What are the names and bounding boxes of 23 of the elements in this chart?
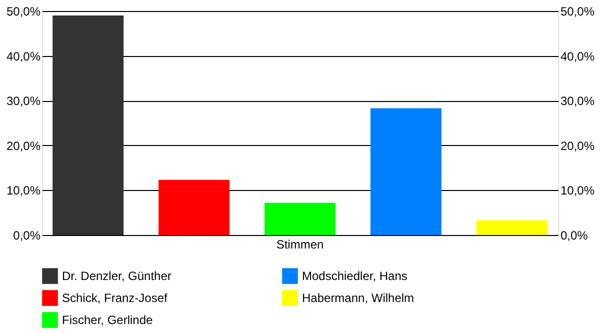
text: 10,0% bbox=[560, 184, 595, 198]
text: 0,0% bbox=[560, 228, 588, 242]
text: 20,0% bbox=[560, 138, 595, 153]
y-tick-label: 50,0% bbox=[6, 4, 41, 18]
y-tick-label: 20,0% bbox=[6, 138, 41, 153]
text: 40,0% bbox=[560, 49, 595, 64]
y-tick-label: 10,0% bbox=[6, 184, 41, 198]
bar bbox=[476, 220, 548, 235]
bar bbox=[264, 202, 336, 235]
text: 50,0% bbox=[560, 4, 595, 18]
text: 30,0% bbox=[560, 94, 595, 108]
y-tick-label: 40,0% bbox=[6, 49, 41, 64]
legend-label: Habermann, Wilhelm bbox=[302, 291, 414, 305]
x-tick-label: Stimmen bbox=[276, 238, 324, 252]
legend-label: Dr. Denzler, Günther bbox=[62, 269, 172, 284]
bar bbox=[52, 15, 124, 235]
bar bbox=[370, 108, 442, 235]
bar bbox=[158, 180, 230, 235]
legend-label: Schick, Franz-Josef bbox=[62, 291, 168, 305]
legend-label: Modschiedler, Hans bbox=[302, 269, 408, 284]
y-tick-label: 30,0% bbox=[6, 94, 41, 108]
y-tick-label: 0,0% bbox=[13, 228, 41, 242]
legend-label: Fischer, Gerlinde bbox=[62, 313, 154, 327]
